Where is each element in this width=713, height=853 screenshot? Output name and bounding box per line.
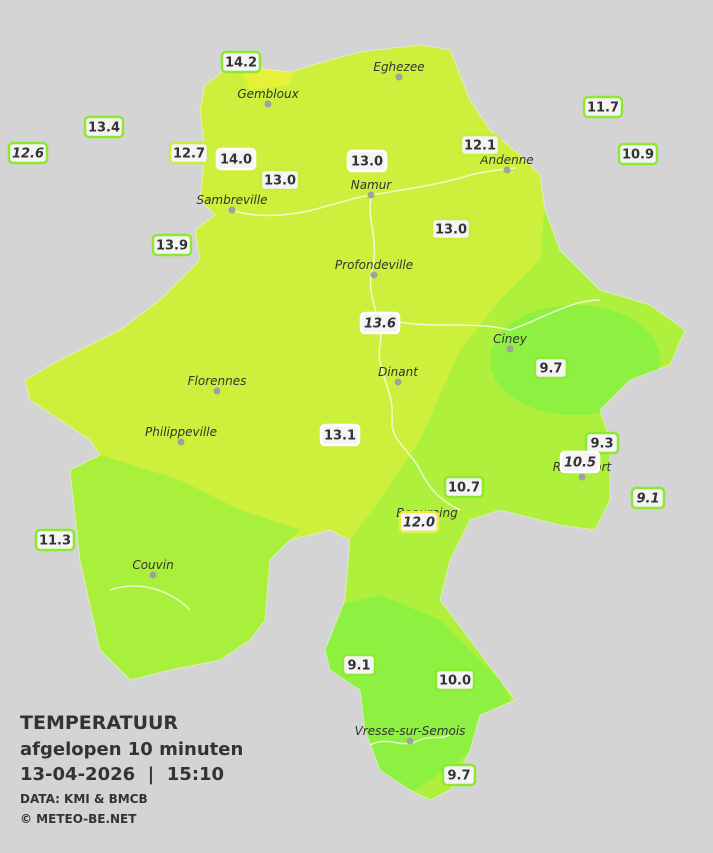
station-box <box>582 95 624 119</box>
zone <box>490 305 660 415</box>
station-value: 13.0 <box>264 174 296 189</box>
station-value: 14.0 <box>220 153 252 168</box>
place-dot <box>367 191 375 199</box>
station-value: 9.7 <box>539 362 562 377</box>
place-label: Andenne <box>479 153 533 167</box>
zone <box>320 595 520 800</box>
stations: 14.2 13.4 12.6 12.7 14.0 13.0 13.0 12.1 11.7 10.9… <box>7 50 666 787</box>
station-box <box>359 311 401 335</box>
station-box <box>341 653 377 677</box>
station-value: 10.7 <box>448 481 480 496</box>
station-value: 13.9 <box>156 239 188 254</box>
place-dot <box>213 387 221 395</box>
source: DATA: KMI & BMCB <box>20 792 148 806</box>
credit: © METEO-BE.NET <box>20 812 137 826</box>
place-dot <box>264 100 272 108</box>
place-label: Profondeville <box>335 258 413 272</box>
station-value: 10.5 <box>564 456 596 471</box>
station-value: 12.6 <box>12 147 44 162</box>
station-value: 9.1 <box>347 659 370 674</box>
station-box <box>319 423 361 447</box>
station-box <box>168 141 210 165</box>
station-value: 10.9 <box>622 148 654 163</box>
subtitle: afgelopen 10 minuten <box>20 739 243 760</box>
place-label: Sambreville <box>196 193 267 207</box>
station-box <box>617 142 659 166</box>
station-value: 12.1 <box>464 139 496 154</box>
station-box <box>34 528 76 552</box>
station-value: 14.2 <box>225 56 257 71</box>
place-dot <box>578 473 586 481</box>
station-value: 13.0 <box>351 155 383 170</box>
station-value: 9.1 <box>636 492 659 507</box>
station-value: 11.3 <box>39 534 71 549</box>
station-value: 13.4 <box>88 121 120 136</box>
station-box <box>7 141 49 165</box>
station-box <box>584 431 620 455</box>
title: TEMPERATUUR <box>20 712 178 734</box>
station-box <box>346 149 388 173</box>
station-value: 13.1 <box>324 429 356 444</box>
station-box <box>434 668 476 692</box>
station-box <box>430 217 472 241</box>
station-box <box>220 50 262 74</box>
places: Eghezee Gembloux Andenne Namur Sambreville Pr… <box>132 60 613 745</box>
place-label: Florennes <box>188 374 247 388</box>
place-dot <box>394 378 402 386</box>
station-box <box>630 486 666 510</box>
station-value: 12.0 <box>403 516 435 531</box>
place-label: Gembloux <box>237 87 299 101</box>
station-box <box>443 475 485 499</box>
station-box <box>559 450 601 474</box>
place-dot <box>177 438 185 446</box>
station-box <box>215 147 257 171</box>
station-box <box>259 168 301 192</box>
station-box <box>533 356 569 380</box>
station-value: 11.7 <box>587 101 619 116</box>
station-box <box>441 763 477 787</box>
place-dot <box>228 206 236 214</box>
place-dot <box>370 271 378 279</box>
station-box <box>83 115 125 139</box>
place-dot <box>503 166 511 174</box>
timestamp: 13-04-2026 | 15:10 <box>20 764 224 785</box>
station-box <box>151 233 193 257</box>
station-value: 9.3 <box>590 437 613 452</box>
station-box <box>459 133 501 157</box>
place-dot <box>506 345 514 353</box>
station-value: 9.7 <box>447 769 470 784</box>
place-label: Dinant <box>378 365 419 379</box>
place-dot <box>149 571 157 579</box>
place-dot <box>395 73 403 81</box>
station-box <box>398 510 440 534</box>
place-label: Couvin <box>132 558 173 572</box>
place-label: Namur <box>351 178 393 192</box>
station-value: 12.7 <box>173 147 205 162</box>
station-value: 13.0 <box>435 223 467 238</box>
station-value: 13.6 <box>364 317 396 332</box>
place-label: Ciney <box>493 332 528 346</box>
place-label: Vresse-sur-Semois <box>355 724 466 738</box>
place-dot <box>406 737 414 745</box>
station-value: 10.0 <box>439 674 471 689</box>
place-label: Philippeville <box>145 425 217 439</box>
place-label: Eghezee <box>373 60 424 74</box>
